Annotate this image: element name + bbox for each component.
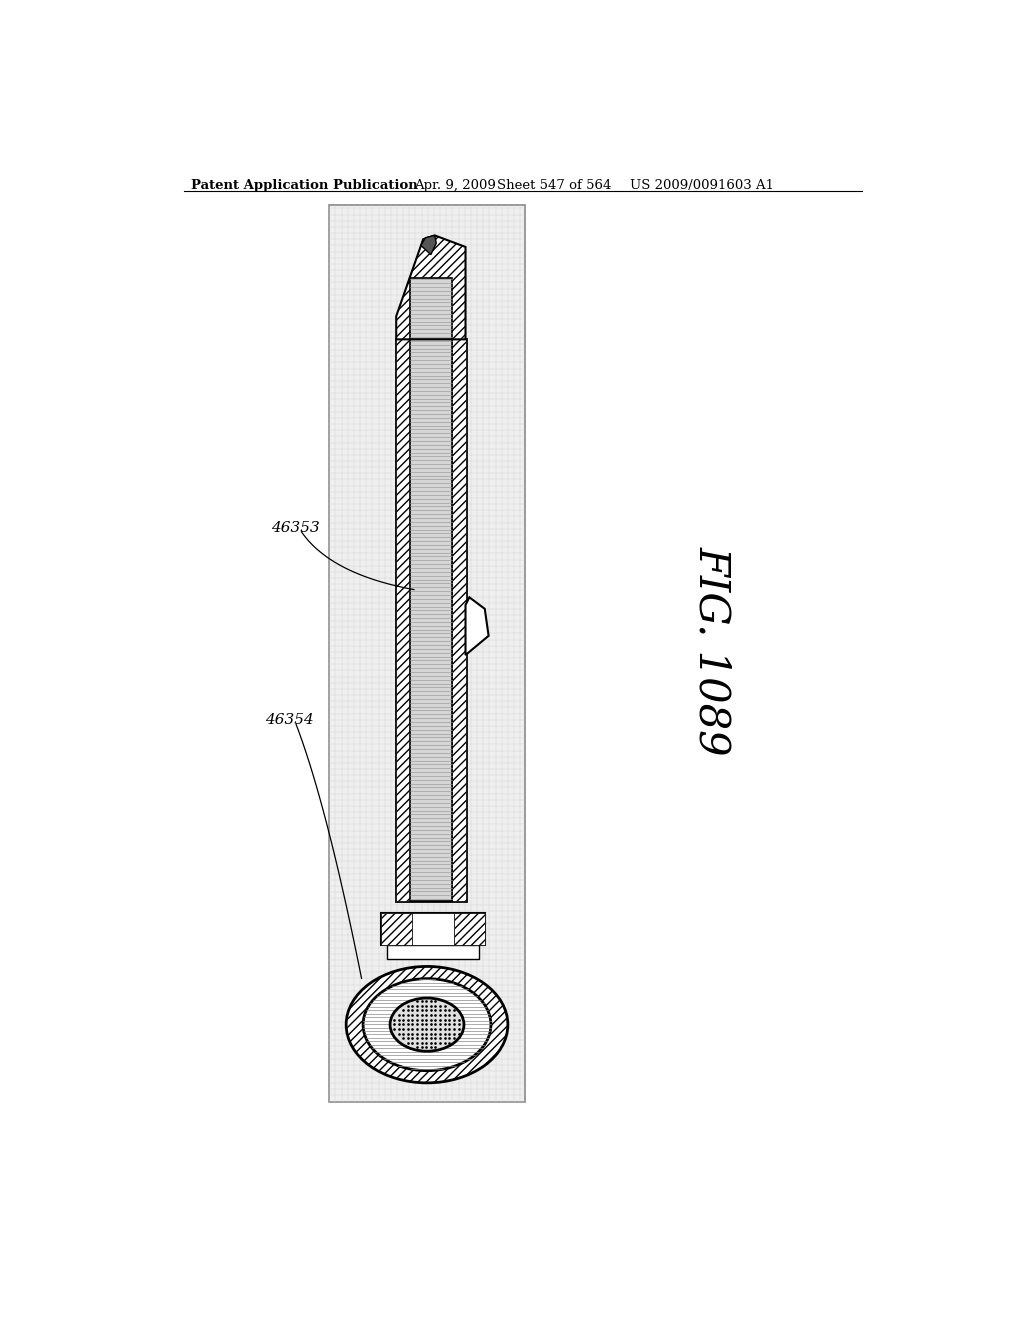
Bar [412,913,454,945]
Bar [387,945,478,960]
Bar [452,339,466,902]
Text: FIG. 1089: FIG. 1089 [691,546,733,756]
Bar [410,339,452,902]
Bar [330,205,525,1102]
Ellipse shape [390,998,464,1051]
Text: 46353: 46353 [270,521,319,535]
Bar [396,339,410,902]
Bar [381,913,412,945]
Bar [454,913,484,945]
Ellipse shape [346,966,508,1082]
Ellipse shape [364,978,490,1071]
Text: Patent Application Publication: Patent Application Publication [190,180,418,193]
Bar [381,913,484,945]
Text: Apr. 9, 2009: Apr. 9, 2009 [414,180,496,193]
Text: 46354: 46354 [265,714,314,727]
Polygon shape [421,235,436,255]
Bar [410,277,452,339]
Polygon shape [466,598,488,655]
Text: Sheet 547 of 564: Sheet 547 of 564 [497,180,611,193]
Text: US 2009/0091603 A1: US 2009/0091603 A1 [630,180,773,193]
Bar [396,339,466,902]
Polygon shape [396,235,466,339]
